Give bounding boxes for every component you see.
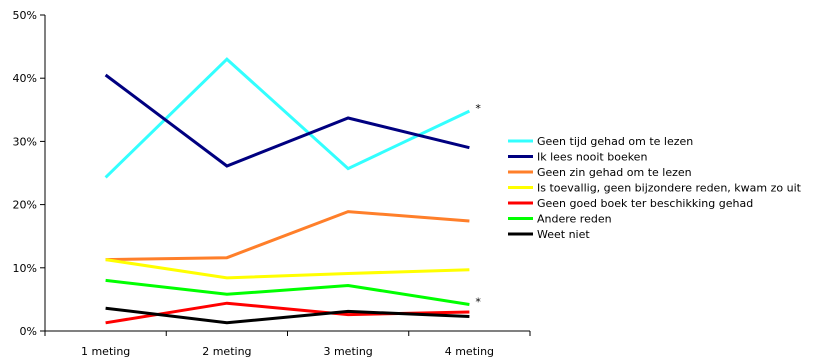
legend-label: Geen zin gehad om te lezen xyxy=(537,166,692,179)
legend-label: Andere reden xyxy=(537,213,612,226)
y-tick-label: 10% xyxy=(13,262,37,275)
series-annotation: * xyxy=(475,102,481,115)
legend: Geen tijd gehad om te lezen Ik lees nooit… xyxy=(508,135,802,241)
series-line xyxy=(105,210,470,262)
series-line xyxy=(104,57,471,179)
series-line xyxy=(104,73,470,168)
series-line xyxy=(105,278,470,306)
x-tick-label: 1 meting xyxy=(81,345,130,358)
y-tick-label: 30% xyxy=(13,135,37,148)
axes: 0% 10% 20% 30% 40% 50% 1 meting 2 meting 3 metin… xyxy=(13,9,531,358)
y-tick-label: 40% xyxy=(13,72,37,85)
series-line xyxy=(105,306,470,325)
series-lines xyxy=(104,57,471,325)
legend-label: Geen tijd gehad om te lezen xyxy=(537,135,693,148)
legend-label: Is toevallig, geen bijzondere reden, kwa… xyxy=(537,182,802,195)
series-line xyxy=(105,258,470,280)
y-tick-label: 0% xyxy=(20,325,37,338)
legend-label: Ik lees nooit boeken xyxy=(537,151,647,164)
series-annotation: * xyxy=(475,295,481,308)
x-tick-label: 3 meting xyxy=(323,345,372,358)
series-annotations: ** xyxy=(475,102,481,308)
legend-label: Geen goed boek ter beschikking gehad xyxy=(537,197,753,210)
x-tick-label: 2 meting xyxy=(202,345,251,358)
x-tick-label: 4 meting xyxy=(445,345,494,358)
legend-label: Weet niet xyxy=(537,228,590,241)
y-tick-label: 20% xyxy=(13,199,37,212)
y-tick-label: 50% xyxy=(13,9,37,22)
